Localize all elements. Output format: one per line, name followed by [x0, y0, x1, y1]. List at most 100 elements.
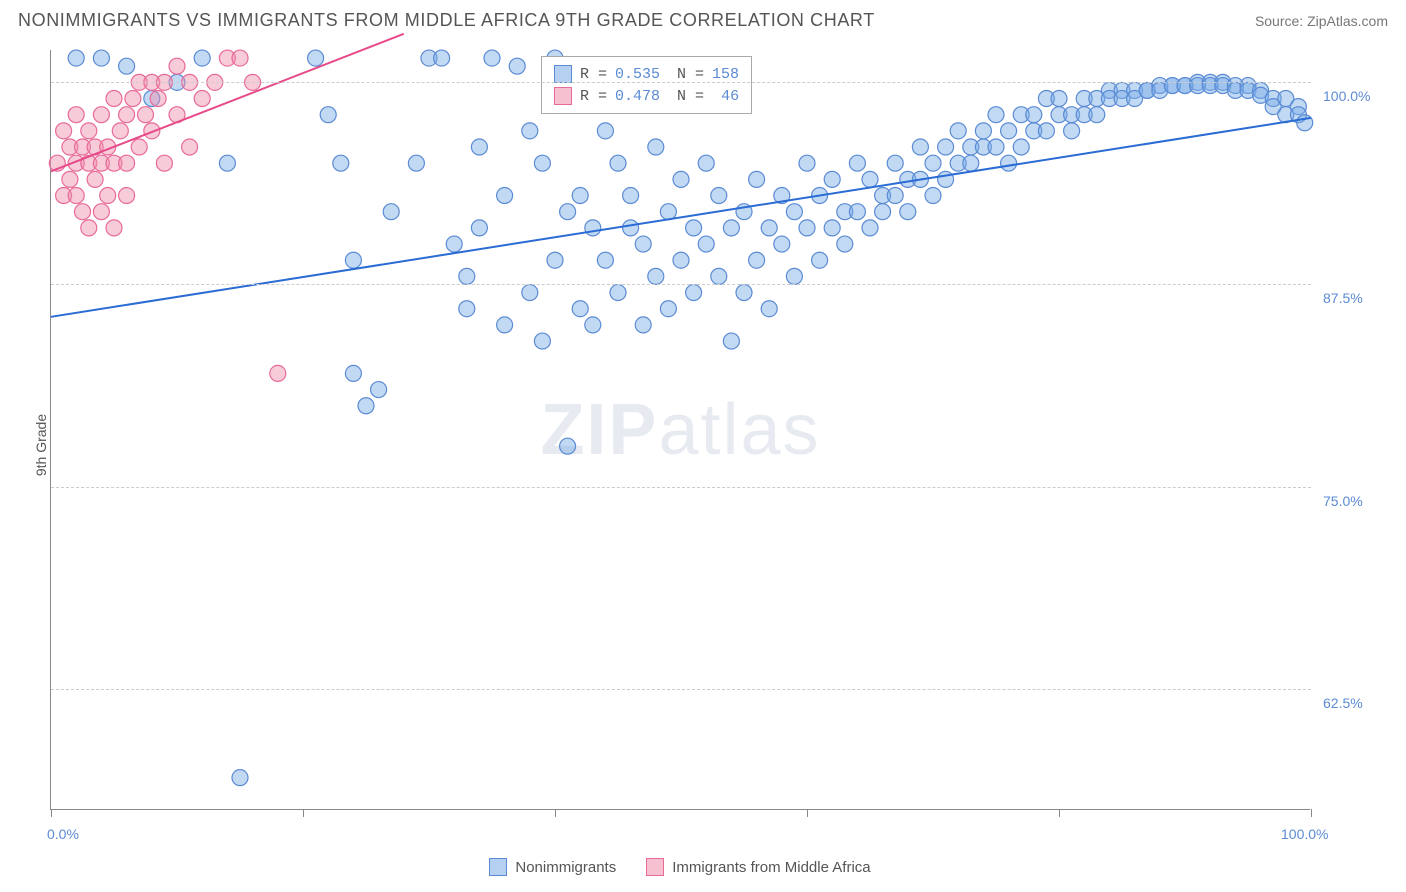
data-point [459, 301, 475, 317]
legend-swatch-immigrants [646, 858, 664, 876]
data-point [648, 268, 664, 284]
data-point [471, 139, 487, 155]
chart-svg [51, 50, 1311, 810]
data-point [232, 50, 248, 66]
stat-r-label-2: R = [580, 88, 607, 105]
data-point [723, 333, 739, 349]
data-point [925, 188, 941, 204]
data-point [799, 220, 815, 236]
y-tick-label: 75.0% [1323, 493, 1363, 509]
data-point [938, 139, 954, 155]
legend-item-nonimmigrants: Nonimmigrants [489, 858, 616, 876]
data-point [1001, 155, 1017, 171]
x-tick [807, 809, 808, 817]
grid-line [51, 689, 1311, 690]
data-point [169, 58, 185, 74]
data-point [1038, 123, 1054, 139]
data-point [749, 252, 765, 268]
data-point [119, 58, 135, 74]
data-point [100, 188, 116, 204]
y-tick-label: 100.0% [1323, 88, 1370, 104]
data-point [522, 285, 538, 301]
data-point [446, 236, 462, 252]
data-point [81, 123, 97, 139]
stat-r-label: R = [580, 66, 607, 83]
data-point [270, 365, 286, 381]
data-point [862, 220, 878, 236]
data-point [749, 171, 765, 187]
data-point [925, 155, 941, 171]
data-point [698, 236, 714, 252]
legend-label-immigrants: Immigrants from Middle Africa [672, 859, 870, 876]
data-point [660, 301, 676, 317]
data-point [673, 252, 689, 268]
stat-r-value-2: 0.478 [615, 88, 660, 105]
data-point [219, 155, 235, 171]
data-point [1026, 107, 1042, 123]
data-point [320, 107, 336, 123]
data-point [560, 438, 576, 454]
data-point [736, 285, 752, 301]
data-point [345, 252, 361, 268]
data-point [534, 333, 550, 349]
x-tick-label: 100.0% [1281, 826, 1328, 842]
data-point [56, 123, 72, 139]
data-point [1064, 123, 1080, 139]
data-point [182, 139, 198, 155]
data-point [963, 155, 979, 171]
legend-label-nonimmigrants: Nonimmigrants [515, 859, 616, 876]
data-point [81, 220, 97, 236]
data-point [660, 204, 676, 220]
data-point [824, 171, 840, 187]
data-point [112, 123, 128, 139]
data-point [824, 220, 840, 236]
x-tick-label: 0.0% [47, 826, 79, 842]
data-point [774, 236, 790, 252]
stats-row-immigrants: R = 0.478 N = 46 [554, 85, 739, 107]
data-point [459, 268, 475, 284]
bottom-legend: Nonimmigrants Immigrants from Middle Afr… [50, 858, 1310, 876]
data-point [1013, 139, 1029, 155]
stat-r-value-1: 0.535 [615, 66, 660, 83]
data-point [560, 204, 576, 220]
data-point [371, 382, 387, 398]
data-point [887, 188, 903, 204]
x-tick [51, 809, 52, 817]
stat-n-label: N = [668, 66, 704, 83]
data-point [408, 155, 424, 171]
data-point [988, 139, 1004, 155]
data-point [68, 188, 84, 204]
data-point [93, 50, 109, 66]
data-point [887, 155, 903, 171]
data-point [534, 155, 550, 171]
data-point [761, 301, 777, 317]
data-point [950, 123, 966, 139]
data-point [194, 91, 210, 107]
data-point [799, 155, 815, 171]
data-point [837, 236, 853, 252]
plot-area: ZIPatlas R = 0.535 N = 158 R = 0.478 N =… [50, 50, 1310, 810]
x-tick [1311, 809, 1312, 817]
data-point [597, 252, 613, 268]
data-point [610, 285, 626, 301]
data-point [585, 220, 601, 236]
data-point [597, 123, 613, 139]
data-point [75, 204, 91, 220]
data-point [1051, 91, 1067, 107]
data-point [849, 155, 865, 171]
data-point [62, 171, 78, 187]
data-point [711, 188, 727, 204]
x-tick [303, 809, 304, 817]
data-point [156, 155, 172, 171]
trend-line [51, 118, 1311, 317]
data-point [106, 91, 122, 107]
data-point [912, 139, 928, 155]
data-point [434, 50, 450, 66]
data-point [333, 155, 349, 171]
data-point [308, 50, 324, 66]
data-point [635, 317, 651, 333]
data-point [497, 188, 513, 204]
data-point [345, 365, 361, 381]
data-point [723, 220, 739, 236]
source-label: Source: ZipAtlas.com [1255, 13, 1388, 29]
